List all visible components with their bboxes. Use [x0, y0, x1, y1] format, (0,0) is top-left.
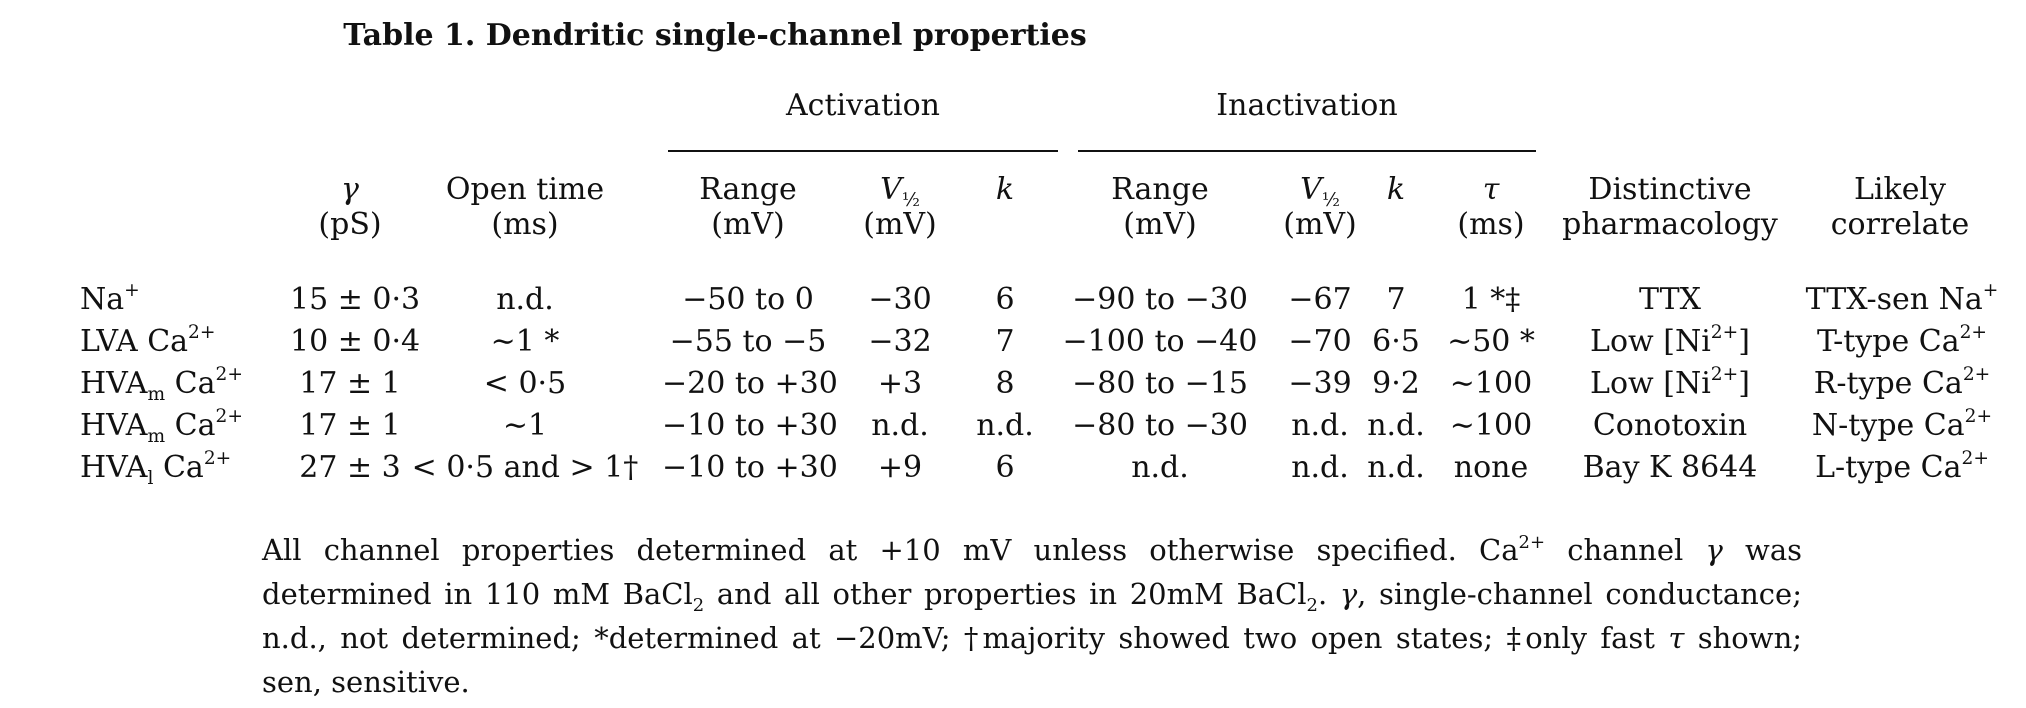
table-cell-correlate: T-type Ca2+ [1816, 322, 1988, 359]
table-cell-inact-v-half: −39 [1288, 366, 1352, 401]
table-cell-gamma: 10 ± 0·4 [290, 324, 421, 359]
table-cell-pharmacology: Bay K 8644 [1582, 450, 1758, 485]
table-cell-correlate: L-type Ca2+ [1815, 448, 1989, 485]
table-cell-act-k: 7 [995, 324, 1015, 359]
table-cell-act-v-half: +9 [877, 450, 923, 485]
table-cell-act-range: −55 to −5 [669, 324, 827, 359]
table-cell-inact-range: −80 to −15 [1072, 366, 1248, 401]
row-channel-label: LVA Ca2+ [80, 322, 216, 359]
table-cell-inact-k: 7 [1386, 282, 1406, 317]
table-cell-inact-v-half: −67 [1288, 282, 1352, 317]
header-correlate: Likely correlate [1830, 172, 1970, 242]
table-cell-inact-k: n.d. [1367, 408, 1425, 443]
table-cell-pharmacology: Conotoxin [1592, 408, 1748, 443]
table-cell-open-time: < 0·5 [483, 366, 567, 401]
table-cell-open-time: ∼1 [502, 408, 548, 443]
table-cell-inact-range: −80 to −30 [1072, 408, 1248, 443]
table-cell-act-range: −10 to +30 [662, 408, 838, 443]
inactivation-rule [1078, 150, 1536, 152]
table-cell-pharmacology: Low [Ni2+] [1590, 322, 1750, 359]
table-cell-gamma: 15 ± 0·3 [290, 282, 421, 317]
table-cell-act-v-half: −30 [868, 282, 932, 317]
table-cell-act-range: −10 to +30 [662, 450, 838, 485]
table-cell-inact-tau: ∼100 [1449, 408, 1533, 443]
header-activation-v-half: V½ (mV) [863, 172, 937, 242]
table-cell-inact-tau: ∼50 * [1447, 324, 1535, 359]
table-cell-act-k: 6 [995, 450, 1015, 485]
table-cell-inact-tau: 1 *‡ [1461, 282, 1521, 317]
activation-group-label: Activation [786, 88, 940, 123]
table-cell-act-k: 6 [995, 282, 1015, 317]
table-cell-inact-v-half: −70 [1288, 324, 1352, 359]
table-cell-correlate: N-type Ca2+ [1811, 406, 1993, 443]
table-cell-inact-range: −100 to −40 [1062, 324, 1258, 359]
table-footnote: All channel properties determined at +10… [262, 531, 1803, 699]
table-cell-inact-v-half: n.d. [1291, 408, 1349, 443]
row-channel-label: HVAm Ca2+ [80, 406, 243, 447]
header-inactivation-k: k [1386, 172, 1406, 207]
table-cell-correlate: R-type Ca2+ [1813, 364, 1991, 401]
table-cell-act-k: 8 [995, 366, 1015, 401]
table-cell-act-range: −20 to +30 [662, 366, 838, 401]
table-cell-gamma: 17 ± 1 [299, 408, 401, 443]
table-cell-inact-v-half: n.d. [1291, 450, 1349, 485]
table-cell-act-v-half: +3 [877, 366, 923, 401]
table-cell-gamma: 17 ± 1 [299, 366, 401, 401]
header-activation-k: k [995, 172, 1015, 207]
table-cell-act-k: n.d. [976, 408, 1034, 443]
table-cell-act-v-half: −32 [868, 324, 932, 359]
header-inactivation-v-half: V½ (mV) [1283, 172, 1357, 242]
header-inactivation-range: Range (mV) [1111, 172, 1209, 242]
table-cell-act-v-half: n.d. [871, 408, 929, 443]
table-cell-inact-tau: ∼100 [1449, 366, 1533, 401]
header-inactivation-tau: τ (ms) [1457, 172, 1525, 242]
header-activation-range: Range (mV) [699, 172, 797, 242]
table-cell-pharmacology: TTX [1639, 282, 1701, 317]
inactivation-group-label: Inactivation [1216, 88, 1398, 123]
table-cell-pharmacology: Low [Ni2+] [1590, 364, 1750, 401]
header-pharmacology: Distinctive pharmacology [1562, 172, 1778, 242]
row-channel-label: Na+ [80, 280, 140, 317]
table-cell-inact-range: n.d. [1131, 450, 1189, 485]
table-cell-inact-k: 6·5 [1372, 324, 1420, 359]
table-cell-act-range: −50 to 0 [682, 282, 814, 317]
header-open-time: Open time (ms) [445, 172, 605, 242]
table-cell-gamma: 27 ± 3 [299, 450, 401, 485]
table-cell-open-time: n.d. [496, 282, 554, 317]
table-cell-inact-k: n.d. [1367, 450, 1425, 485]
table-cell-inact-k: 9·2 [1372, 366, 1420, 401]
table-cell-open-time: < 0·5 and > 1† [411, 450, 639, 485]
table-title: Table 1. Dendritic single-channel proper… [343, 18, 1087, 53]
table-cell-inact-range: −90 to −30 [1072, 282, 1248, 317]
activation-rule [668, 150, 1058, 152]
table-cell-correlate: TTX-sen Na+ [1805, 280, 1999, 317]
row-channel-label: HVAl Ca2+ [80, 448, 232, 489]
row-channel-label: HVAm Ca2+ [80, 364, 243, 405]
table-cell-open-time: ∼1 * [490, 324, 560, 359]
table-cell-inact-tau: none [1453, 450, 1529, 485]
header-gamma: γ (pS) [318, 172, 382, 242]
